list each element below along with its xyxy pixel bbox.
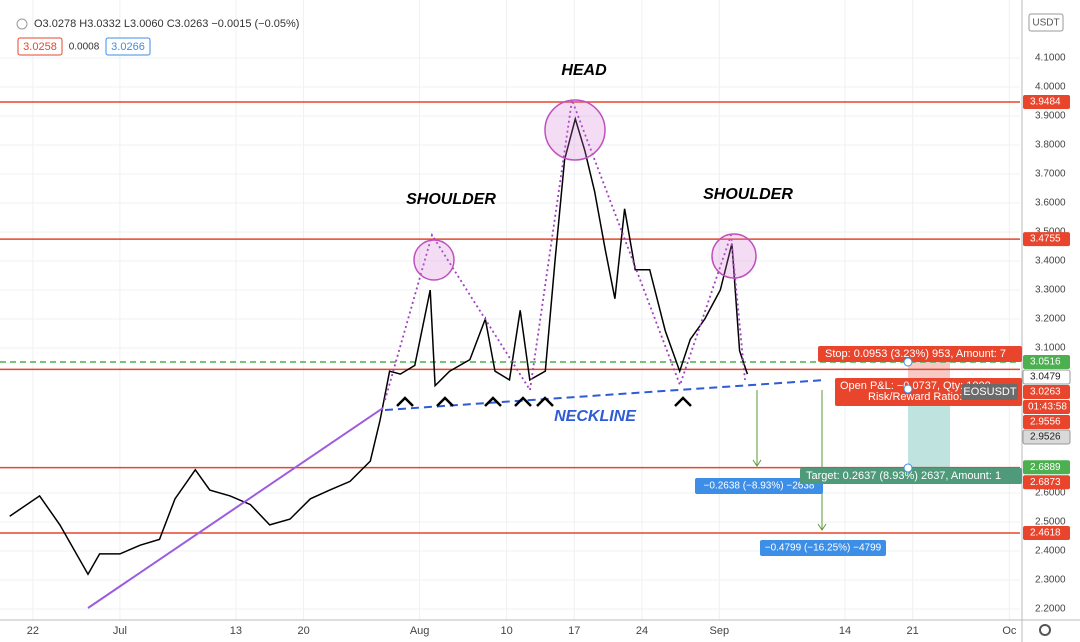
level-box: [1023, 460, 1070, 475]
neckline: [384, 379, 826, 411]
x-tick-label: 10: [500, 625, 512, 637]
plot: [9, 116, 749, 576]
level-box: [1022, 369, 1071, 385]
y-tick-label: 3.2000: [1035, 314, 1066, 325]
x-tick-label: 22: [27, 625, 39, 637]
countdown-box: [1023, 400, 1070, 415]
y-tick-label: 2.3000: [1035, 575, 1066, 586]
level-box: [1022, 429, 1071, 445]
x-tick-label: 21: [907, 625, 919, 637]
measure-label: −0.2638 (−8.93%) −2638: [704, 481, 815, 492]
stop-box: [818, 346, 1022, 362]
stop-label: Stop: 0.0953 (3.23%) 953, Amount: 7: [825, 348, 1006, 360]
rr-label: Risk/Reward Ratio:: [868, 391, 962, 403]
x-tick-label: 24: [636, 625, 648, 637]
annotation: SHOULDER: [703, 186, 793, 203]
measure-box: [760, 540, 886, 556]
neckline-touches: [396, 396, 692, 407]
level-box: [1023, 526, 1070, 541]
trendline: [87, 407, 384, 609]
level-label: 3.0516: [1030, 357, 1061, 368]
head-circle: [544, 99, 606, 161]
x-tick-label: Oc: [1002, 625, 1017, 637]
level-label: 3.0263: [1030, 387, 1061, 398]
level-box: [1023, 385, 1070, 400]
annotation: NECKLINE: [554, 408, 637, 425]
measure-box: [695, 478, 823, 494]
measure-label: −0.4799 (−16.25%) −4799: [765, 543, 882, 554]
level-label: 3.9484: [1030, 97, 1061, 108]
symbol-label: EOSUSDT: [963, 386, 1016, 398]
level-box: [1023, 232, 1070, 247]
shoulder-circle: [413, 239, 455, 281]
y-tick-label: 2.5000: [1035, 517, 1066, 528]
y-tick-label: 4.1000: [1035, 53, 1066, 64]
ohlc: O3.0278 H3.0332 L3.0060 C3.0263 −0.0015 …: [34, 18, 299, 30]
measure-arrows: [752, 390, 827, 531]
level-box: [1023, 415, 1070, 430]
level-label: 2.6889: [1030, 462, 1061, 473]
shoulder-circle: [711, 233, 757, 279]
x-tick-label: Aug: [410, 625, 430, 637]
level-label: 3.4755: [1030, 234, 1061, 245]
price-line: [9, 116, 749, 576]
bid-box[interactable]: [17, 37, 63, 56]
y-tick-label: 3.9000: [1035, 111, 1066, 122]
currency-box[interactable]: [1028, 13, 1064, 32]
target-box: [800, 468, 1022, 484]
countdown: 01:43:58: [1028, 402, 1067, 413]
annotation: SHOULDER: [406, 191, 496, 208]
level-label: 2.4618: [1030, 528, 1061, 539]
level-label: 2.9556: [1030, 417, 1061, 428]
x-tick-label: 13: [230, 625, 242, 637]
target-label: Target: 0.2637 (8.93%) 2637, Amount: 1: [806, 470, 1001, 482]
x-tick-label: Jul: [113, 625, 127, 637]
ask-box[interactable]: [105, 37, 151, 56]
x-tick-label: 14: [839, 625, 851, 637]
level-box: [1023, 94, 1070, 109]
axes: 22 Jul 13 20 Aug 10 17 24 Sep 14 21 Oc 2.2000 2.3000 2…: [27, 53, 1071, 637]
handle[interactable]: [903, 357, 913, 367]
symbol-icon: [16, 18, 28, 30]
y-tick-label: 2.2000: [1035, 604, 1066, 615]
x-tick-label: 17: [568, 625, 580, 637]
pl-label: Open P&L: −0.0737, Qty: 1000: [840, 380, 991, 392]
y-tick-label: 3.1000: [1035, 343, 1066, 354]
grid: [0, 0, 1020, 620]
y-tick-label: 4.0000: [1035, 82, 1066, 93]
ask: 3.0266: [111, 41, 145, 53]
level-label: 3.0479: [1030, 372, 1061, 383]
y-tick-label: 2.4000: [1035, 546, 1066, 557]
y-tick-label: 3.7000: [1035, 169, 1066, 180]
x-tick-label: 20: [297, 625, 309, 637]
level-box: [1023, 355, 1070, 370]
level-label: 2.9526: [1030, 432, 1061, 443]
bid: 3.0258: [23, 41, 57, 53]
level-box: [1023, 475, 1070, 490]
handle[interactable]: [903, 463, 913, 473]
y-tick-label: 3.8000: [1035, 140, 1066, 151]
y-tick-label: 3.4000: [1035, 256, 1066, 267]
spread: 0.0008: [69, 42, 100, 53]
currency: USDT: [1032, 18, 1059, 29]
levels: [0, 101, 1020, 534]
x-tick-label: Sep: [710, 625, 730, 637]
y-tick-label: 3.3000: [1035, 285, 1066, 296]
annotation: HEAD: [561, 62, 607, 79]
pattern-outline: [384, 96, 746, 401]
y-tick-label: 3.6000: [1035, 198, 1066, 209]
settings-icon[interactable]: [1039, 624, 1051, 636]
handle[interactable]: [903, 384, 913, 394]
symbol-box: [962, 384, 1018, 400]
y-tick-label: 2.6000: [1035, 488, 1066, 499]
level-label: 2.6873: [1030, 477, 1061, 488]
